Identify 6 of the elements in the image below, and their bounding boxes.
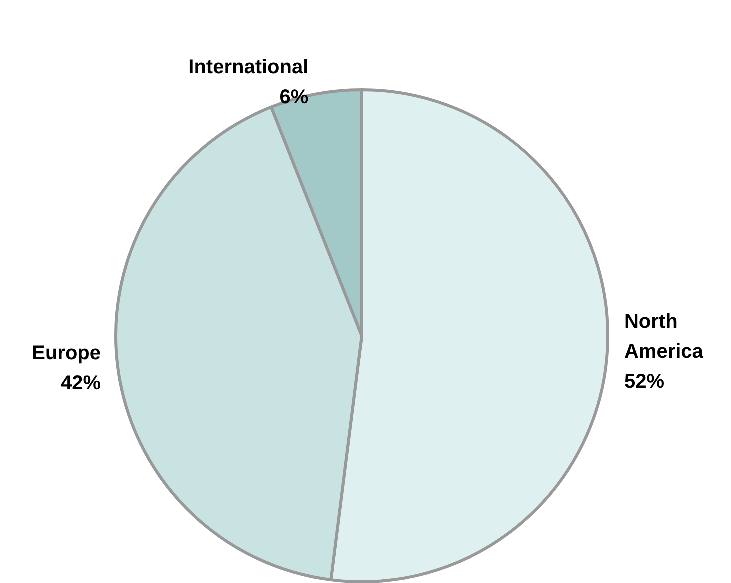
data-label: 6% [280, 86, 309, 109]
slice-label: Europe [32, 342, 102, 364]
slice-label: International [188, 56, 309, 79]
slice-label: North America [624, 311, 704, 364]
data-label: 42% [61, 372, 102, 394]
data-label: 52% [624, 371, 665, 394]
